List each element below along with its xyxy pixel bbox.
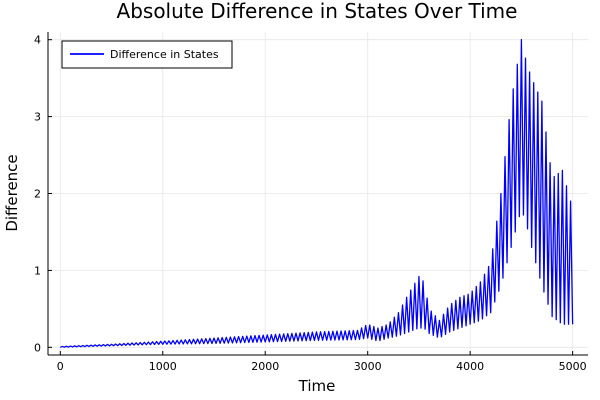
y-tick-label: 1 xyxy=(34,264,41,277)
tick-labels: 0 1000 2000 3000 4000 5000 0 1 2 3 4 xyxy=(34,34,587,373)
series-layer xyxy=(60,39,574,348)
x-tick-label: 2000 xyxy=(251,360,279,373)
grid xyxy=(48,32,588,355)
y-axis-label: Difference xyxy=(3,154,21,231)
axes xyxy=(47,32,588,356)
series-line xyxy=(60,39,574,348)
legend-entry: Difference in States xyxy=(110,48,219,61)
x-tick-label: 4000 xyxy=(456,360,484,373)
y-tick-label: 4 xyxy=(34,34,41,47)
chart-title: Absolute Difference in States Over Time xyxy=(117,0,518,23)
x-tick-label: 1000 xyxy=(149,360,177,373)
y-tick-label: 0 xyxy=(34,341,41,354)
x-tick-label: 3000 xyxy=(354,360,382,373)
x-axis-label: Time xyxy=(298,377,336,395)
y-tick-label: 3 xyxy=(34,111,41,124)
y-tick-label: 2 xyxy=(34,188,41,201)
legend: Difference in States xyxy=(61,40,233,69)
x-tick-label: 0 xyxy=(57,360,64,373)
x-tick-label: 5000 xyxy=(559,360,587,373)
